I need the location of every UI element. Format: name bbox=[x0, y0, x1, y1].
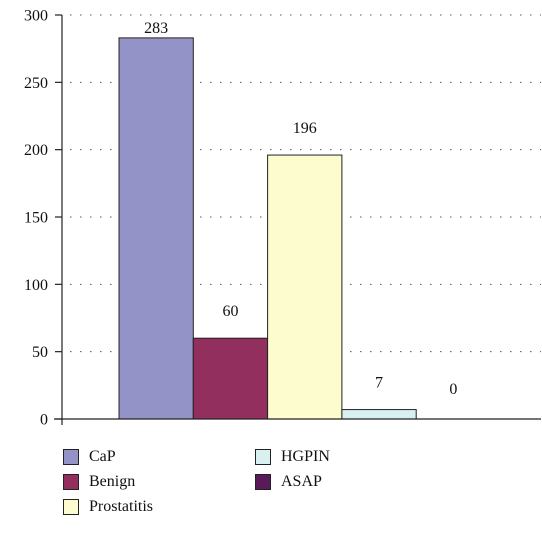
y-tick-label-0: 0 bbox=[40, 412, 48, 429]
data-label-asap: 0 bbox=[449, 381, 457, 398]
legend-label: HGPIN bbox=[281, 448, 330, 465]
data-label-prostatitis: 196 bbox=[293, 120, 317, 137]
y-tick-label-200: 200 bbox=[24, 142, 48, 159]
legend-label: Prostatitis bbox=[89, 498, 154, 515]
legend-item-cap: CaP bbox=[63, 447, 116, 467]
bars bbox=[118, 37, 417, 420]
legend-swatch bbox=[63, 499, 79, 515]
bar-prostatitis bbox=[267, 154, 343, 420]
y-tick-label-250: 250 bbox=[24, 75, 48, 92]
bar-benign bbox=[192, 337, 269, 420]
bar-chart: 0 50 100 150 200 250 300 283 60 196 7 0 bbox=[24, 8, 541, 429]
legend-label: CaP bbox=[89, 448, 116, 465]
legend-swatch bbox=[63, 474, 79, 490]
legend-item-asap: ASAP bbox=[255, 472, 322, 492]
legend-label: ASAP bbox=[281, 473, 322, 490]
legend-swatch bbox=[63, 449, 79, 465]
legend-item-prostatitis: Prostatitis bbox=[63, 497, 153, 517]
y-tick-label-300: 300 bbox=[24, 8, 48, 25]
bar-hgpin bbox=[341, 409, 417, 420]
bar-cap bbox=[118, 37, 194, 420]
y-axis: 0 50 100 150 200 250 300 bbox=[24, 8, 541, 429]
legend-item-benign: Benign bbox=[63, 472, 135, 492]
data-label-benign: 60 bbox=[222, 303, 238, 320]
legend-item-hgpin: HGPIN bbox=[255, 447, 330, 467]
y-tick-label-100: 100 bbox=[24, 277, 48, 294]
data-label-hgpin: 7 bbox=[375, 375, 383, 392]
legend-label: Benign bbox=[89, 473, 136, 490]
y-tick-label-150: 150 bbox=[24, 210, 48, 227]
legend-swatch bbox=[255, 449, 271, 465]
data-labels: 283 60 196 7 0 bbox=[144, 20, 457, 398]
data-label-cap: 283 bbox=[144, 20, 168, 37]
y-tick-label-50: 50 bbox=[32, 344, 48, 361]
legend-swatch bbox=[255, 474, 271, 490]
